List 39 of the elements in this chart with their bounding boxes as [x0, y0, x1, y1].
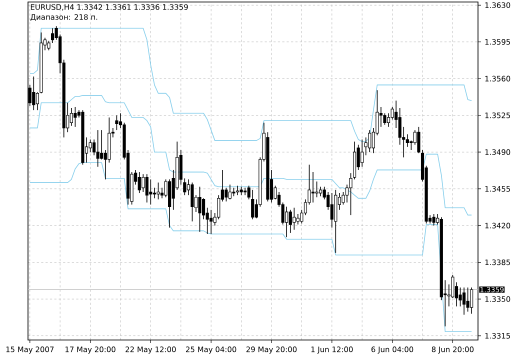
- candlestick: [330, 192, 334, 228]
- candlestick: [138, 172, 141, 194]
- candlestick: [149, 178, 152, 205]
- candlestick: [470, 287, 474, 314]
- candlestick: [224, 187, 228, 202]
- candlestick: [364, 137, 368, 156]
- candlestick: [210, 209, 213, 234]
- candlestick: [198, 186, 202, 232]
- candlestick: [311, 172, 315, 203]
- candlestick: [360, 139, 364, 168]
- candlestick: [228, 184, 232, 200]
- candlestick: [462, 287, 466, 316]
- candlestick: [100, 130, 104, 160]
- candlestick: [236, 185, 240, 196]
- candlestick: [285, 206, 288, 238]
- candlestick: [406, 134, 409, 148]
- candlestick: [288, 209, 292, 234]
- candlestick: [156, 182, 160, 200]
- candlestick: [115, 114, 118, 130]
- candlestick: [74, 106, 77, 128]
- candlestick: [202, 198, 206, 220]
- candlestick: [315, 181, 318, 198]
- candlestick: [386, 112, 390, 128]
- candlestick: [432, 214, 436, 226]
- candlestick: [152, 187, 156, 199]
- candlestick: [466, 287, 470, 312]
- candlestick: [142, 174, 145, 192]
- candlestick: [190, 182, 194, 222]
- candlestick: [36, 92, 39, 111]
- candlestick: [368, 130, 372, 153]
- candlestick: [96, 130, 100, 168]
- candlestick: [292, 207, 296, 230]
- candlestick: [145, 174, 148, 203]
- candlestick: [92, 139, 96, 156]
- candlestick: [251, 189, 254, 220]
- candlestick: [70, 108, 73, 126]
- candlestick: [296, 214, 300, 225]
- candlestick: [319, 186, 322, 197]
- candlestick: [32, 76, 36, 111]
